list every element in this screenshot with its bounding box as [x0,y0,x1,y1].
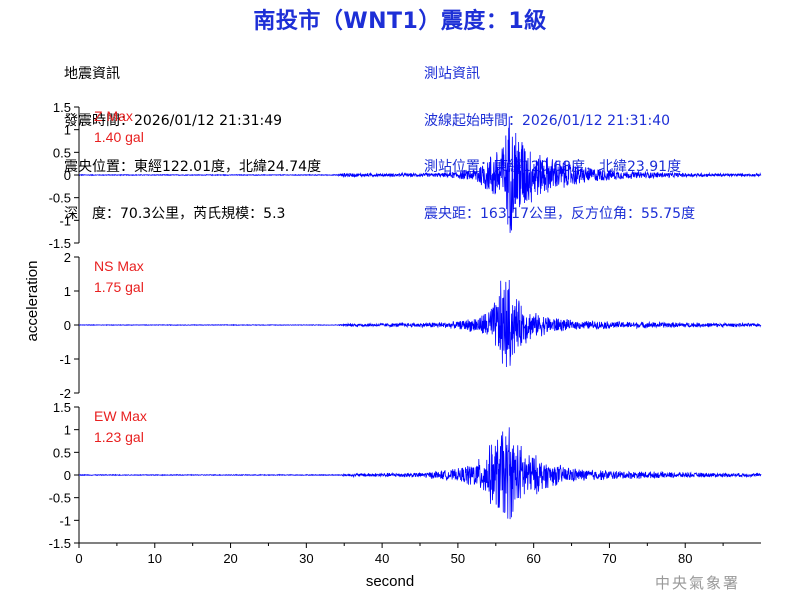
max-label-z: Z Max [94,108,133,124]
y-tick-label: 0 [64,468,71,483]
x-tick-label: 10 [148,551,162,566]
quake-depth: 深 度：70.3公里，芮氏規模：5.3 [64,205,286,222]
y-tick-label: 1.5 [53,400,71,415]
x-axis-label: second [366,573,414,590]
y-tick-label: -1.5 [49,236,71,251]
waveform-z [78,116,762,233]
y-tick-label: 0 [64,318,71,333]
wave-start-time: 波線起始時間：2026/01/12 21:31:40 [424,112,671,129]
y-tick-label: -1.5 [49,536,71,551]
y-tick-label: 1.5 [53,100,71,115]
max-label-ns: NS Max [94,258,144,274]
max-value-z: 1.40 gal [94,129,144,145]
x-tick-label: 40 [375,551,389,566]
y-tick-label: -1 [59,513,71,528]
x-tick-label: 60 [526,551,540,566]
y-tick-label: -2 [59,386,71,401]
y-tick-label: 2 [64,250,71,265]
x-tick-label: 50 [451,551,465,566]
y-tick-label: 0 [64,168,71,183]
quake-info: 地震資訊 發震時間：2026/01/12 21:31:49 震央位置：東經122… [64,36,321,238]
y-tick-label: 1 [64,123,71,138]
quake-location: 震央位置：東經122.01度，北緯24.74度 [64,159,322,175]
y-tick-label: 1 [64,423,71,438]
y-axis-label: acceleration [24,261,41,342]
quake-time: 發震時間：2026/01/12 21:31:49 [64,112,283,129]
y-tick-label: -1 [59,213,71,228]
x-tick-label: 70 [602,551,616,566]
x-tick-label: 20 [223,551,237,566]
x-tick-label: 0 [75,551,82,566]
epicentral-distance: 震央距：163.17公里，反方位角：55.75度 [424,205,696,222]
page-title: 南投市（WNT1）震度：1級 [253,9,547,34]
quake-info-header: 地震資訊 [64,66,120,82]
y-tick-label: -0.5 [49,491,71,506]
y-tick-label: 0.5 [53,445,71,460]
waveform-ew [78,427,762,520]
y-tick-label: -0.5 [49,191,71,206]
max-value-ew: 1.23 gal [94,429,144,445]
y-tick-label: 1 [64,284,71,299]
station-info-header: 測站資訊 [424,66,480,82]
max-label-ew: EW Max [94,408,147,424]
max-value-ns: 1.75 gal [94,279,144,295]
waveform-ns [78,279,762,368]
y-tick-label: 0.5 [53,145,71,160]
x-tick-label: 30 [299,551,313,566]
y-tick-label: -1 [59,352,71,367]
credit-label: 中央氣象署 [655,574,741,592]
x-tick-label: 80 [678,551,692,566]
